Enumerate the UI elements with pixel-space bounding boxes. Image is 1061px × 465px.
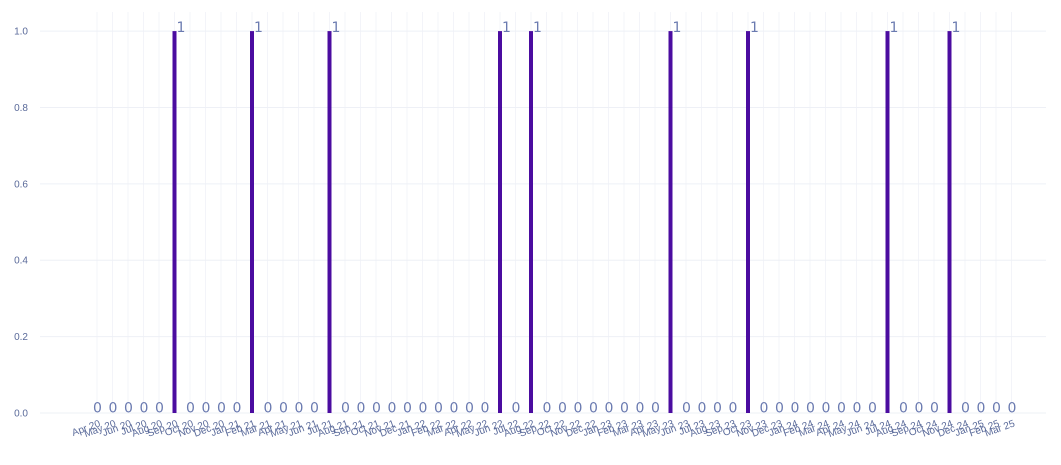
data-label: 0 [450,401,459,417]
vertical-gridlines [96,12,1012,413]
data-label: 1 [254,20,263,36]
data-label: 0 [124,401,133,417]
data-label: 0 [388,401,397,417]
bar [668,31,673,413]
data-label: 0 [465,401,474,417]
data-label: 0 [481,401,490,417]
data-label: 1 [890,20,899,36]
bar [746,31,750,413]
y-tick-label: 0.8 [14,103,28,114]
bar [250,31,254,413]
data-label: 1 [673,20,682,36]
data-label: 1 [750,20,759,36]
y-tick-label: 0.2 [14,332,28,343]
bar [172,31,177,413]
data-label: 0 [899,401,908,417]
bar [498,31,502,413]
bar [327,31,332,413]
data-label: 0 [372,401,381,417]
data-label: 0 [543,401,552,417]
data-label: 0 [775,401,784,417]
data-label: 0 [698,401,707,417]
data-label: 0 [713,401,722,417]
data-label: 0 [961,401,970,417]
data-label: 0 [760,401,769,417]
data-label: 0 [279,401,288,417]
data-label: 0 [186,401,195,417]
data-label: 0 [651,401,660,417]
data-label: 0 [202,401,211,417]
data-label: 0 [558,401,567,417]
data-label: 1 [952,20,961,36]
data-label: 0 [217,401,226,417]
data-label: 0 [977,401,986,417]
data-label: 0 [868,401,877,417]
data-label: 0 [620,401,629,417]
data-label: 0 [806,401,815,417]
data-label: 0 [1008,401,1017,417]
data-label: 1 [332,20,341,36]
data-label: 0 [357,401,366,417]
data-label: 0 [605,401,614,417]
data-label: 0 [295,401,304,417]
data-label: 0 [310,401,319,417]
data-label: 0 [915,401,924,417]
y-tick-label: 0.0 [14,409,28,420]
data-label: 0 [155,401,164,417]
bar-series [172,31,952,413]
data-label: 1 [502,20,511,36]
data-label: 0 [93,401,102,417]
data-label: 0 [419,401,428,417]
y-tick-label: 0.6 [14,179,28,190]
data-label: 0 [264,401,273,417]
y-axis: 0.0 0.2 0.4 0.6 0.8 1.0 [14,27,28,420]
data-label: 0 [791,401,800,417]
y-tick-label: 0.4 [14,256,28,267]
data-label: 0 [574,401,583,417]
data-label: 0 [109,401,118,417]
data-label: 0 [589,401,598,417]
data-label: 0 [341,401,350,417]
data-label: 0 [853,401,862,417]
data-label: 1 [533,20,542,36]
bar [885,31,890,413]
bar [529,31,533,413]
data-label: 0 [434,401,443,417]
bar [947,31,952,413]
data-label: 0 [729,401,738,417]
data-label: 0 [233,401,242,417]
data-label: 0 [512,401,521,417]
horizontal-gridlines [40,30,1046,414]
data-label: 0 [822,401,831,417]
data-label: 0 [140,401,149,417]
data-label: 0 [403,401,412,417]
data-label: 0 [636,401,645,417]
data-label: 0 [992,401,1001,417]
data-label: 0 [930,401,939,417]
y-tick-label: 1.0 [14,27,28,38]
data-label: 1 [177,20,186,36]
data-label: 0 [682,401,691,417]
data-label: 0 [837,401,846,417]
